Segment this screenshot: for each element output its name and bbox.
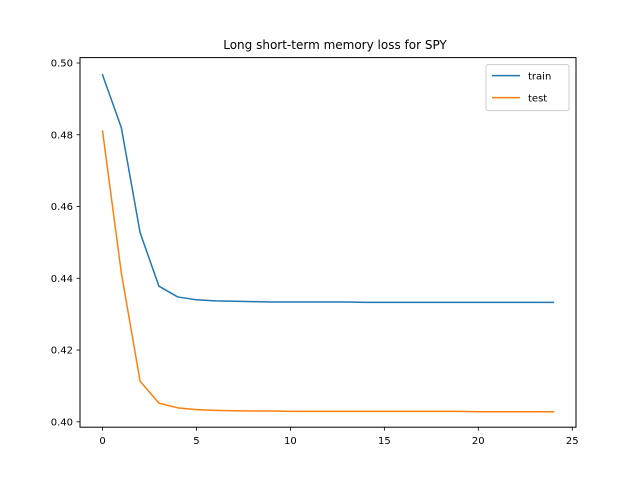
- legend-label-test: test: [528, 94, 547, 105]
- x-tick-label: 10: [284, 436, 297, 447]
- y-tick-label: 0.42: [51, 346, 73, 357]
- series-layer: [101, 73, 555, 413]
- x-tick-label: 5: [193, 436, 199, 447]
- legend-label-train: train: [528, 72, 551, 83]
- plot-area-frame: [79, 57, 577, 428]
- y-axis: 0.40 0.42 0.44 0.46 0.48 0.50: [51, 59, 80, 428]
- x-axis: 0 5 10 15 20 25: [99, 427, 579, 447]
- x-tick-label: 20: [472, 436, 485, 447]
- y-tick-label: 0.46: [51, 202, 73, 213]
- legend: train test: [485, 64, 570, 112]
- y-tick-label: 0.50: [51, 59, 73, 70]
- x-tick-label: 0: [99, 436, 105, 447]
- series-line-test: [101, 130, 555, 413]
- y-tick-label: 0.48: [51, 130, 73, 141]
- series-line-train: [101, 73, 555, 304]
- y-tick-label: 0.44: [51, 274, 73, 285]
- y-tick-label: 0.40: [51, 417, 73, 428]
- chart-title: Long short-term memory loss for SPY: [223, 38, 447, 52]
- x-tick-label: 25: [566, 436, 579, 447]
- x-tick-label: 15: [378, 436, 391, 447]
